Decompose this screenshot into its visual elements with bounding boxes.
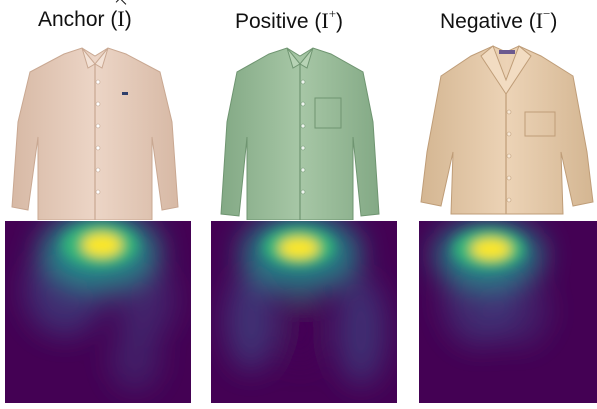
- negative-superscript: −: [543, 6, 551, 21]
- anchor-symbol: I: [117, 6, 125, 31]
- anchor-label: Anchor: [38, 8, 105, 31]
- positive-title: Positive (I+): [235, 6, 344, 33]
- positive-superscript: +: [328, 6, 337, 21]
- negative-shirt-image: [413, 42, 597, 220]
- anchor-heatmap: [5, 221, 191, 403]
- negative-title: Negative (I−): [440, 6, 558, 33]
- positive-shirt-image: [207, 42, 393, 221]
- negative-symbol: I: [535, 8, 544, 33]
- positive-symbol: I: [321, 8, 329, 33]
- negative-label: Negative: [440, 10, 523, 33]
- anchor-title: Anchor (I): [38, 6, 132, 31]
- positive-label: Positive: [235, 10, 309, 33]
- anchor-shirt-image: [2, 42, 188, 221]
- positive-heatmap: [211, 221, 397, 403]
- negative-heatmap: [419, 221, 597, 403]
